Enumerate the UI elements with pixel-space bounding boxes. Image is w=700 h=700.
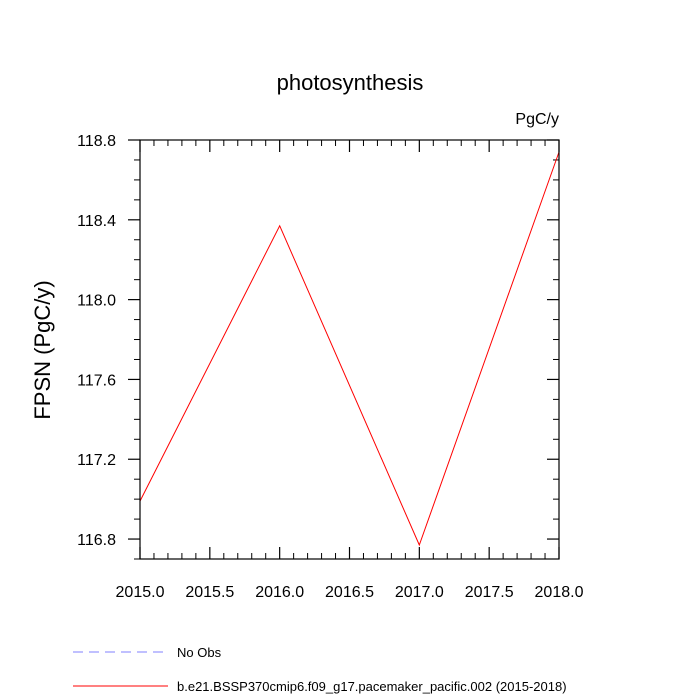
y-tick-label: 118.4 <box>77 213 116 230</box>
series-line-0 <box>139 151 560 547</box>
x-tick-label: 2015.0 <box>116 584 165 601</box>
legend: No Obs b.e21.BSSP370cmip6.f09_g17.pacemak… <box>73 645 567 694</box>
x-tick-label: 2015.5 <box>185 584 234 601</box>
x-tick-label: 2018.0 <box>535 584 584 601</box>
x-tick-label: 2017.5 <box>465 584 514 601</box>
y-tick-label: 116.8 <box>77 532 116 549</box>
y-tick-label: 118.8 <box>77 133 116 150</box>
y-tick-label: 117.2 <box>77 452 116 469</box>
chart-title: photosynthesis <box>277 70 424 95</box>
x-tick-label: 2016.5 <box>325 584 374 601</box>
legend-label: b.e21.BSSP370cmip6.f09_g17.pacemaker_pac… <box>177 679 567 694</box>
y-axis-label: FPSN (PgC/y) <box>30 280 55 419</box>
y-tick-label: 118.0 <box>77 293 116 310</box>
x-tick-label: 2017.0 <box>395 584 444 601</box>
plot-area: 2015.0 2015.5 2016.0 2016.5 2017.0 2017.5 2018… <box>77 133 583 601</box>
y-tick-label: 117.6 <box>77 372 116 389</box>
legend-label: No Obs <box>177 645 222 660</box>
plot-frame <box>139 139 560 560</box>
units-label: PgC/y <box>515 111 559 128</box>
x-tick-label: 2016.0 <box>255 584 304 601</box>
